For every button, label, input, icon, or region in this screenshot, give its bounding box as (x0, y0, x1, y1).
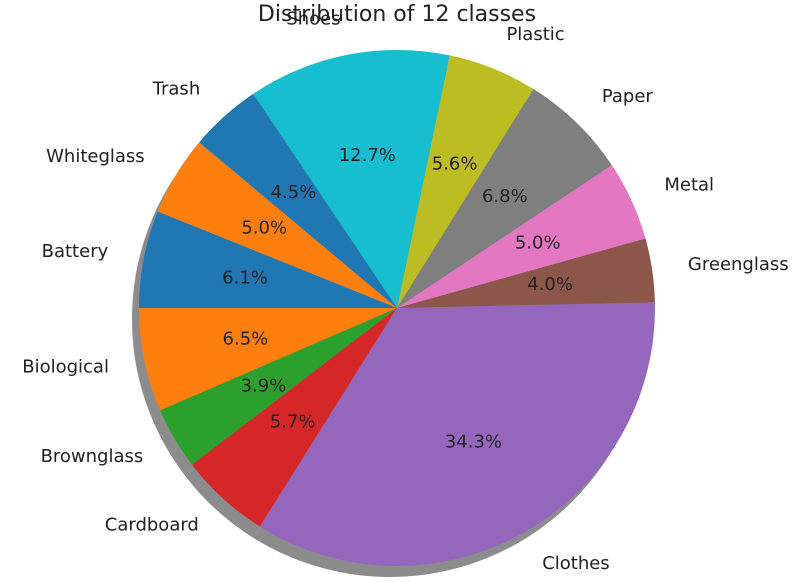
pct-label-whiteglass: 5.0% (241, 217, 287, 238)
slice-trash (199, 93, 397, 308)
label-paper: Paper (602, 86, 654, 107)
label-battery: Battery (42, 241, 109, 262)
slice-shoes (253, 50, 450, 309)
slice-cardboard (192, 308, 397, 527)
slice-plastic (397, 55, 534, 309)
label-clothes: Clothes (542, 553, 610, 574)
pct-label-paper: 6.8% (482, 186, 528, 207)
label-plastic: Plastic (506, 24, 564, 45)
slice-brownglass (160, 308, 397, 465)
pct-label-greenglass: 4.0% (527, 274, 573, 295)
label-greenglass: Greenglass (688, 254, 789, 275)
pct-label-biological: 6.5% (223, 328, 269, 349)
pct-label-trash: 4.5% (271, 182, 317, 203)
pie-slices (139, 50, 656, 566)
label-biological: Biological (22, 357, 109, 378)
pct-label-shoes: 12.7% (339, 145, 396, 166)
slice-whiteglass (157, 142, 397, 308)
slice-battery (139, 211, 397, 308)
pct-label-battery: 6.1% (222, 268, 268, 289)
slice-paper (397, 89, 612, 309)
label-metal: Metal (664, 174, 714, 195)
pct-label-metal: 5.0% (515, 232, 561, 253)
label-whiteglass: Whiteglass (46, 146, 145, 167)
label-trash: Trash (152, 78, 201, 99)
pie-labels: Biological 6.5% Brownglass 3.9% Cardboard 5.7… (22, 8, 788, 573)
label-brownglass: Brownglass (41, 446, 144, 467)
slice-biological (139, 308, 397, 411)
label-cardboard: Cardboard (105, 514, 199, 535)
pct-label-cardboard: 5.7% (270, 411, 316, 432)
pct-label-clothes: 34.3% (445, 432, 502, 453)
slice-metal (397, 165, 646, 308)
label-shoes: Shoes (286, 8, 340, 29)
pct-label-plastic: 5.6% (432, 153, 478, 174)
chart-title: Distribution of 12 classes (258, 2, 536, 27)
slice-clothes (259, 302, 656, 566)
slice-greenglass (397, 238, 655, 308)
pct-label-brownglass: 3.9% (241, 375, 287, 396)
